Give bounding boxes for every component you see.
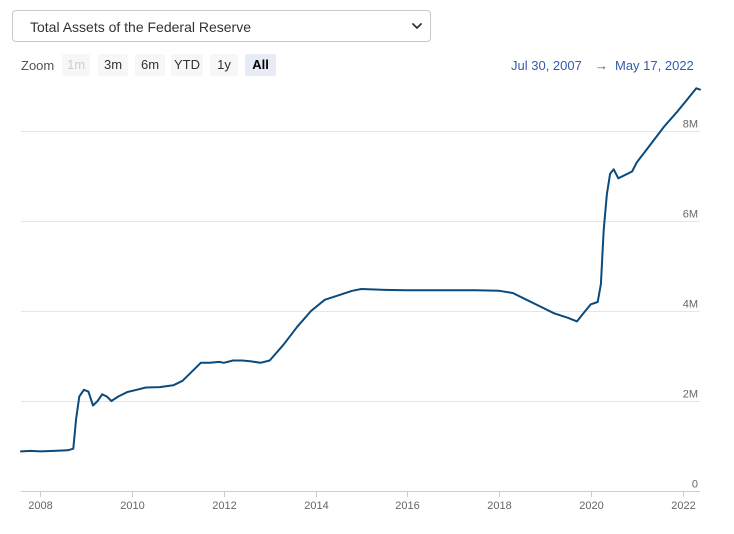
zoom-3m-button[interactable]: 3m [98,54,128,76]
zoom-label: Zoom [21,58,55,73]
y-tick-label: 8M [683,119,698,131]
series-select[interactable]: Total Assets of the Federal Reserve [12,10,431,42]
zoom-6m-button[interactable]: 6m [135,54,165,76]
x-tick-label: 2012 [212,500,236,512]
x-tick-label: 2010 [120,500,144,512]
x-tick-label: 2016 [395,500,419,512]
zoom-all-button[interactable]: All [245,54,276,76]
zoom-1m-button[interactable]: 1m [62,54,90,76]
y-tick-label: 0 [692,479,698,491]
range-to[interactable]: May 17, 2022 [615,58,694,73]
y-tick-label: 2M [683,389,698,401]
x-tick-label: 2020 [579,500,603,512]
range-from[interactable]: Jul 30, 2007 [511,58,582,73]
series-select-value: Total Assets of the Federal Reserve [30,19,251,35]
zoom-ytd-button[interactable]: YTD [171,54,203,76]
y-tick-label: 6M [683,209,698,221]
x-tick-label: 2018 [487,500,511,512]
chevron-down-icon [412,23,422,29]
x-tick-label: 2008 [28,500,52,512]
x-tick-label: 2014 [304,500,328,512]
zoom-1y-button[interactable]: 1y [210,54,238,76]
range-separator: → [595,58,608,73]
y-tick-label: 4M [683,299,698,311]
x-tick-label: 2022 [671,500,695,512]
series-line [20,87,701,453]
